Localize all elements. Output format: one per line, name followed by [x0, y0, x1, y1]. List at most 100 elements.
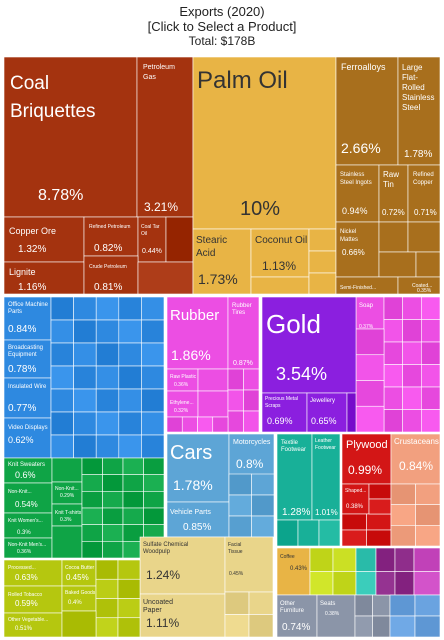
- small-food-tile[interactable]: [95, 559, 119, 580]
- small-animal-tile[interactable]: [415, 525, 441, 547]
- small-arms-tile[interactable]: [394, 571, 415, 596]
- small-wood-tile[interactable]: [341, 529, 367, 547]
- tile-precious-metal-scraps[interactable]: [261, 392, 308, 433]
- tile-small-textile[interactable]: [51, 457, 83, 483]
- small-machine-tile[interactable]: [50, 342, 74, 367]
- small-textile-tile[interactable]: [102, 474, 124, 492]
- small-food-tile[interactable]: [309, 547, 334, 572]
- tile-ferroalloys[interactable]: [335, 56, 399, 166]
- small-plastic-tile[interactable]: [383, 364, 403, 388]
- select-product-link[interactable]: [Click to Select a Product]: [147, 19, 297, 34]
- small-plastic-tile[interactable]: [181, 416, 198, 433]
- tile-facial-tissue[interactable]: [224, 536, 274, 593]
- small-animal-tile[interactable]: [415, 504, 441, 526]
- small-food-tile[interactable]: [332, 547, 357, 572]
- small-textile-tile[interactable]: [122, 457, 144, 475]
- small-machine-tile[interactable]: [95, 411, 120, 436]
- small-machine-tile[interactable]: [50, 434, 74, 459]
- small-plastic-tile[interactable]: [383, 296, 403, 320]
- small-plastic-tile[interactable]: [421, 386, 441, 410]
- small-footwear-tile[interactable]: [276, 519, 299, 547]
- small-food-tile[interactable]: [332, 571, 357, 596]
- tile-palm-oil[interactable]: [192, 56, 337, 230]
- tile-other-vegetables[interactable]: [3, 612, 63, 638]
- tile-plywood[interactable]: [341, 433, 392, 485]
- small-wood-tile[interactable]: [341, 513, 367, 531]
- small-textile-tile[interactable]: [143, 491, 165, 509]
- small-wood-tile[interactable]: [366, 513, 392, 531]
- small-machine-tile[interactable]: [73, 319, 97, 344]
- small-machine-tile[interactable]: [73, 296, 97, 321]
- small-food-tile[interactable]: [95, 578, 119, 599]
- tile-broadcasting-equipment[interactable]: [3, 339, 52, 379]
- tile-copper-ore[interactable]: [3, 216, 85, 263]
- small-food-tile[interactable]: [61, 610, 97, 638]
- tile-uncoated-paper[interactable]: [139, 593, 226, 638]
- small-food-tile[interactable]: [117, 617, 141, 638]
- small-tile[interactable]: [414, 594, 441, 617]
- small-machine-tile[interactable]: [50, 388, 74, 413]
- small-animal-tile[interactable]: [415, 483, 441, 505]
- small-food-tile[interactable]: [95, 617, 119, 638]
- small-plastic-tile[interactable]: [421, 319, 441, 343]
- small-paper-tile[interactable]: [248, 614, 274, 638]
- tile-vehicle-parts[interactable]: [166, 501, 230, 538]
- small-plastic-tile[interactable]: [402, 409, 422, 433]
- small-machine-tile[interactable]: [95, 342, 120, 367]
- small-machine-tile[interactable]: [50, 365, 74, 390]
- small-transport-tile[interactable]: [228, 494, 252, 517]
- tile-margarine[interactable]: [250, 276, 310, 295]
- small-food-tile[interactable]: [117, 598, 141, 619]
- small-textile-tile[interactable]: [102, 524, 124, 542]
- tile-small-vegetable[interactable]: [308, 272, 337, 295]
- tile-coated-iron[interactable]: [397, 276, 441, 295]
- small-plastic-tile[interactable]: [243, 410, 260, 433]
- tile-coffee[interactable]: [276, 547, 311, 596]
- tile-small-mineral[interactable]: [165, 216, 194, 263]
- small-machine-tile[interactable]: [50, 319, 74, 344]
- small-footwear-tile[interactable]: [318, 519, 341, 547]
- small-tile[interactable]: [413, 571, 441, 596]
- small-textile-tile[interactable]: [102, 491, 124, 509]
- tile-lignite[interactable]: [3, 261, 85, 295]
- small-machine-tile[interactable]: [141, 342, 165, 367]
- small-plastic-tile[interactable]: [421, 409, 441, 433]
- tile-small-metal[interactable]: [407, 221, 441, 253]
- small-transport-tile[interactable]: [251, 473, 275, 496]
- tile-soybean-meal[interactable]: [308, 228, 337, 252]
- small-misc-tile[interactable]: [372, 594, 391, 617]
- small-machine-tile[interactable]: [95, 319, 120, 344]
- tile-small-metal[interactable]: [378, 251, 417, 278]
- small-textile-tile[interactable]: [81, 474, 103, 492]
- small-plastic-tile[interactable]: [227, 410, 244, 433]
- small-plastic-tile[interactable]: [355, 405, 385, 433]
- small-plastic-tile[interactable]: [383, 409, 403, 433]
- small-machine-tile[interactable]: [141, 411, 165, 436]
- small-tile[interactable]: [355, 571, 377, 596]
- small-paper-tile[interactable]: [224, 591, 250, 615]
- small-plastic-tile[interactable]: [421, 364, 441, 388]
- tile-refined-copper[interactable]: [407, 164, 441, 223]
- small-machine-tile[interactable]: [141, 296, 165, 321]
- small-animal-tile[interactable]: [390, 504, 416, 526]
- small-machine-tile[interactable]: [118, 365, 142, 390]
- small-machine-tile[interactable]: [73, 388, 97, 413]
- small-plastic-tile[interactable]: [227, 389, 244, 412]
- small-paper-tile[interactable]: [224, 614, 250, 638]
- small-plastic-tile[interactable]: [355, 380, 385, 407]
- small-machine-tile[interactable]: [118, 342, 142, 367]
- small-tile[interactable]: [389, 594, 416, 617]
- small-machine-tile[interactable]: [73, 342, 97, 367]
- small-machine-tile[interactable]: [118, 296, 142, 321]
- small-plastic-tile[interactable]: [402, 341, 422, 365]
- small-textile-tile[interactable]: [102, 457, 124, 475]
- tile-small-metal[interactable]: [415, 251, 441, 278]
- small-textile-tile[interactable]: [143, 507, 165, 525]
- tile-small-metal[interactable]: [378, 221, 409, 253]
- small-textile-tile[interactable]: [143, 474, 165, 492]
- tile-ethylene-polymers[interactable]: [166, 390, 199, 418]
- tile-jewellery[interactable]: [306, 392, 348, 433]
- tile-rubber[interactable]: [166, 296, 229, 370]
- small-plastic-tile[interactable]: [402, 296, 422, 320]
